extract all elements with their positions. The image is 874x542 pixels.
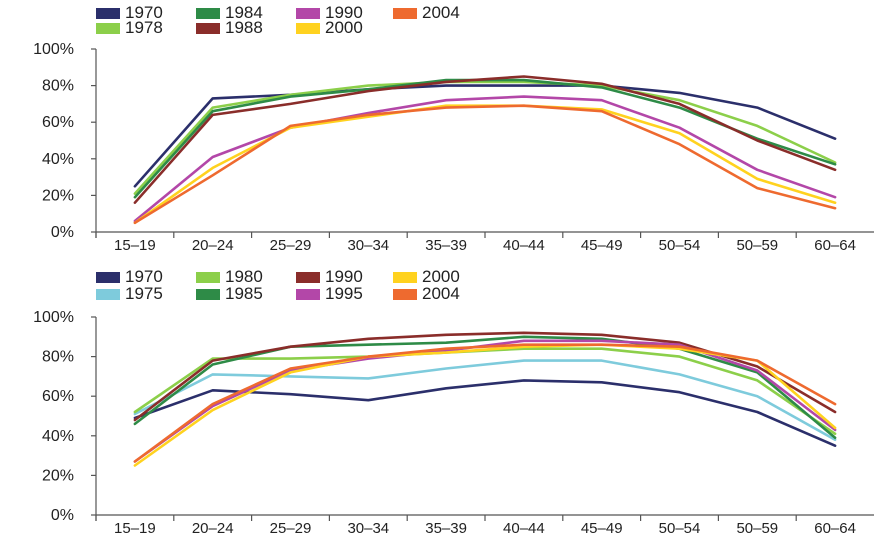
series-line-1970	[135, 86, 835, 187]
legend-label-1975: 1975	[125, 284, 163, 303]
y-tick-label: 60%	[42, 388, 74, 405]
x-tick-label: 30–34	[347, 237, 389, 254]
x-tick-label: 60–64	[814, 237, 856, 254]
x-tick-label: 35–39	[425, 520, 467, 537]
legend-swatch-2000	[393, 272, 417, 283]
legend-swatch-1988	[196, 23, 220, 34]
x-tick-label: 20–24	[192, 520, 234, 537]
x-tick-label: 40–44	[503, 237, 545, 254]
x-tick-label: 15–19	[114, 520, 156, 537]
x-tick-label: 35–39	[425, 237, 467, 254]
x-tick-label: 50–54	[659, 520, 701, 537]
chart-bottom: 0% 20% 40% 60% 80% 100% 15–19 20–24 25–29 30–34 35…	[33, 267, 874, 537]
legend-label-1978: 1978	[125, 18, 163, 37]
legend-swatch-2004	[393, 289, 417, 300]
x-tick-label: 25–29	[270, 520, 312, 537]
legend-swatch-2000	[296, 23, 320, 34]
series-line-2000	[135, 106, 835, 223]
y-tick-label: 80%	[42, 78, 74, 95]
x-tick-label: 25–29	[270, 237, 312, 254]
x-tick-label: 60–64	[814, 520, 856, 537]
legend-swatch-2004	[393, 8, 417, 19]
x-tick-label: 50–59	[736, 237, 778, 254]
legend-swatch-1984	[196, 8, 220, 19]
y-tick-label: 100%	[33, 41, 74, 58]
legend-swatch-1995	[296, 289, 320, 300]
legend-swatch-1985	[196, 289, 220, 300]
x-tick-label: 50–54	[659, 237, 701, 254]
legend-label-1988: 1988	[225, 18, 263, 37]
y-tick-label: 20%	[42, 187, 74, 204]
legend-swatch-1990	[296, 8, 320, 19]
y-tick-label: 60%	[42, 114, 74, 131]
y-tick-label: 100%	[33, 309, 74, 326]
legend-swatch-1978	[96, 23, 120, 34]
legend-swatch-1975	[96, 289, 120, 300]
series-line-1988	[135, 77, 835, 203]
x-tick-label: 45–49	[581, 237, 623, 254]
y-tick-label: 40%	[42, 428, 74, 445]
y-tick-label: 0%	[51, 507, 74, 524]
x-tick-label: 45–49	[581, 520, 623, 537]
legend-label-2000: 2000	[325, 18, 363, 37]
legend-swatch-1970	[96, 272, 120, 283]
legend-label-2004: 2004	[422, 284, 460, 303]
legend-swatch-1970	[96, 8, 120, 19]
x-tick-label: 30–34	[347, 520, 389, 537]
x-tick-label: 40–44	[503, 520, 545, 537]
y-tick-label: 0%	[51, 224, 74, 241]
x-tick-label: 50–59	[736, 520, 778, 537]
legend-label-1995: 1995	[325, 284, 363, 303]
y-tick-label: 80%	[42, 349, 74, 366]
x-tick-label: 20–24	[192, 237, 234, 254]
legend-label-2004: 2004	[422, 3, 460, 22]
legend-swatch-1980	[196, 272, 220, 283]
legend-label-1985: 1985	[225, 284, 263, 303]
y-tick-label: 40%	[42, 151, 74, 168]
legend-swatch-1990	[296, 272, 320, 283]
chart-top: 0% 20% 40% 60% 80% 100% 15–19 20–24 25–29 30–34 35…	[33, 3, 874, 254]
x-tick-label: 15–19	[114, 237, 156, 254]
series-line-1970	[135, 380, 835, 445]
y-tick-label: 20%	[42, 467, 74, 484]
